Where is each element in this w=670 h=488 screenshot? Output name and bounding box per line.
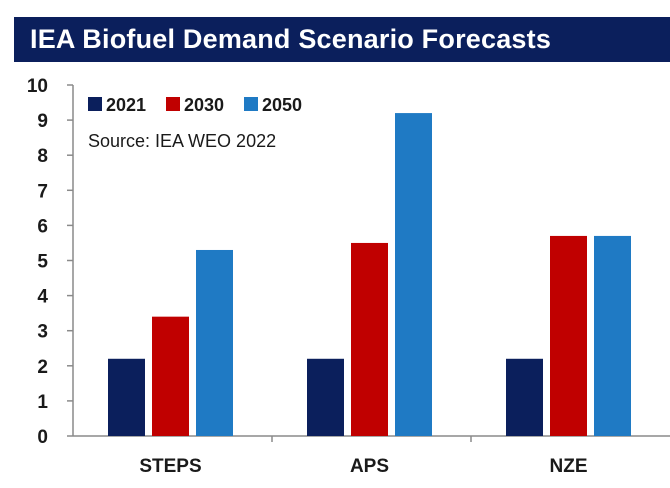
bar-nze-2021 (506, 358, 543, 436)
y-tick-label: 5 (37, 252, 48, 273)
y-tick-label: 0 (37, 427, 48, 448)
y-tick-label: 3 (37, 322, 48, 343)
chart-title: IEA Biofuel Demand Scenario Forecasts (30, 24, 552, 54)
y-tick-label: 1 (37, 392, 48, 413)
bar-nze-2030 (550, 235, 587, 436)
x-axis-categories: STEPS APS NZE (139, 436, 588, 477)
legend-swatch-2030 (166, 97, 180, 111)
bar-nze-2050 (594, 235, 631, 436)
y-tick-label: 6 (37, 216, 48, 237)
legend-label-2030: 2030 (184, 95, 224, 115)
bar-steps-2050 (196, 249, 233, 436)
legend-label-2021: 2021 (106, 95, 146, 115)
y-tick-label: 8 (37, 146, 48, 167)
y-tick-label: 9 (37, 111, 48, 132)
source-note: Source: IEA WEO 2022 (88, 131, 276, 151)
legend: 2021 2030 2050 (88, 95, 302, 115)
bars (108, 113, 631, 436)
legend-label-2050: 2050 (262, 95, 302, 115)
y-tick-label: 10 (27, 76, 48, 97)
y-tick-label: 2 (37, 357, 48, 378)
title-bar: IEA Biofuel Demand Scenario Forecasts (14, 17, 670, 62)
bar-steps-2030 (152, 316, 189, 436)
x-category-label: NZE (550, 456, 588, 477)
bar-aps-2050 (395, 113, 432, 436)
x-category-label: APS (350, 456, 389, 477)
x-category-label: STEPS (139, 456, 201, 477)
bar-steps-2021 (108, 358, 145, 436)
y-tick-label: 4 (37, 287, 48, 308)
bar-aps-2030 (351, 242, 388, 436)
bar-aps-2021 (307, 358, 344, 436)
y-tick-label: 7 (37, 181, 48, 202)
legend-swatch-2050 (244, 97, 258, 111)
legend-swatch-2021 (88, 97, 102, 111)
y-axis-ticks: 0 1 2 3 4 5 6 7 8 9 10 (27, 76, 73, 448)
